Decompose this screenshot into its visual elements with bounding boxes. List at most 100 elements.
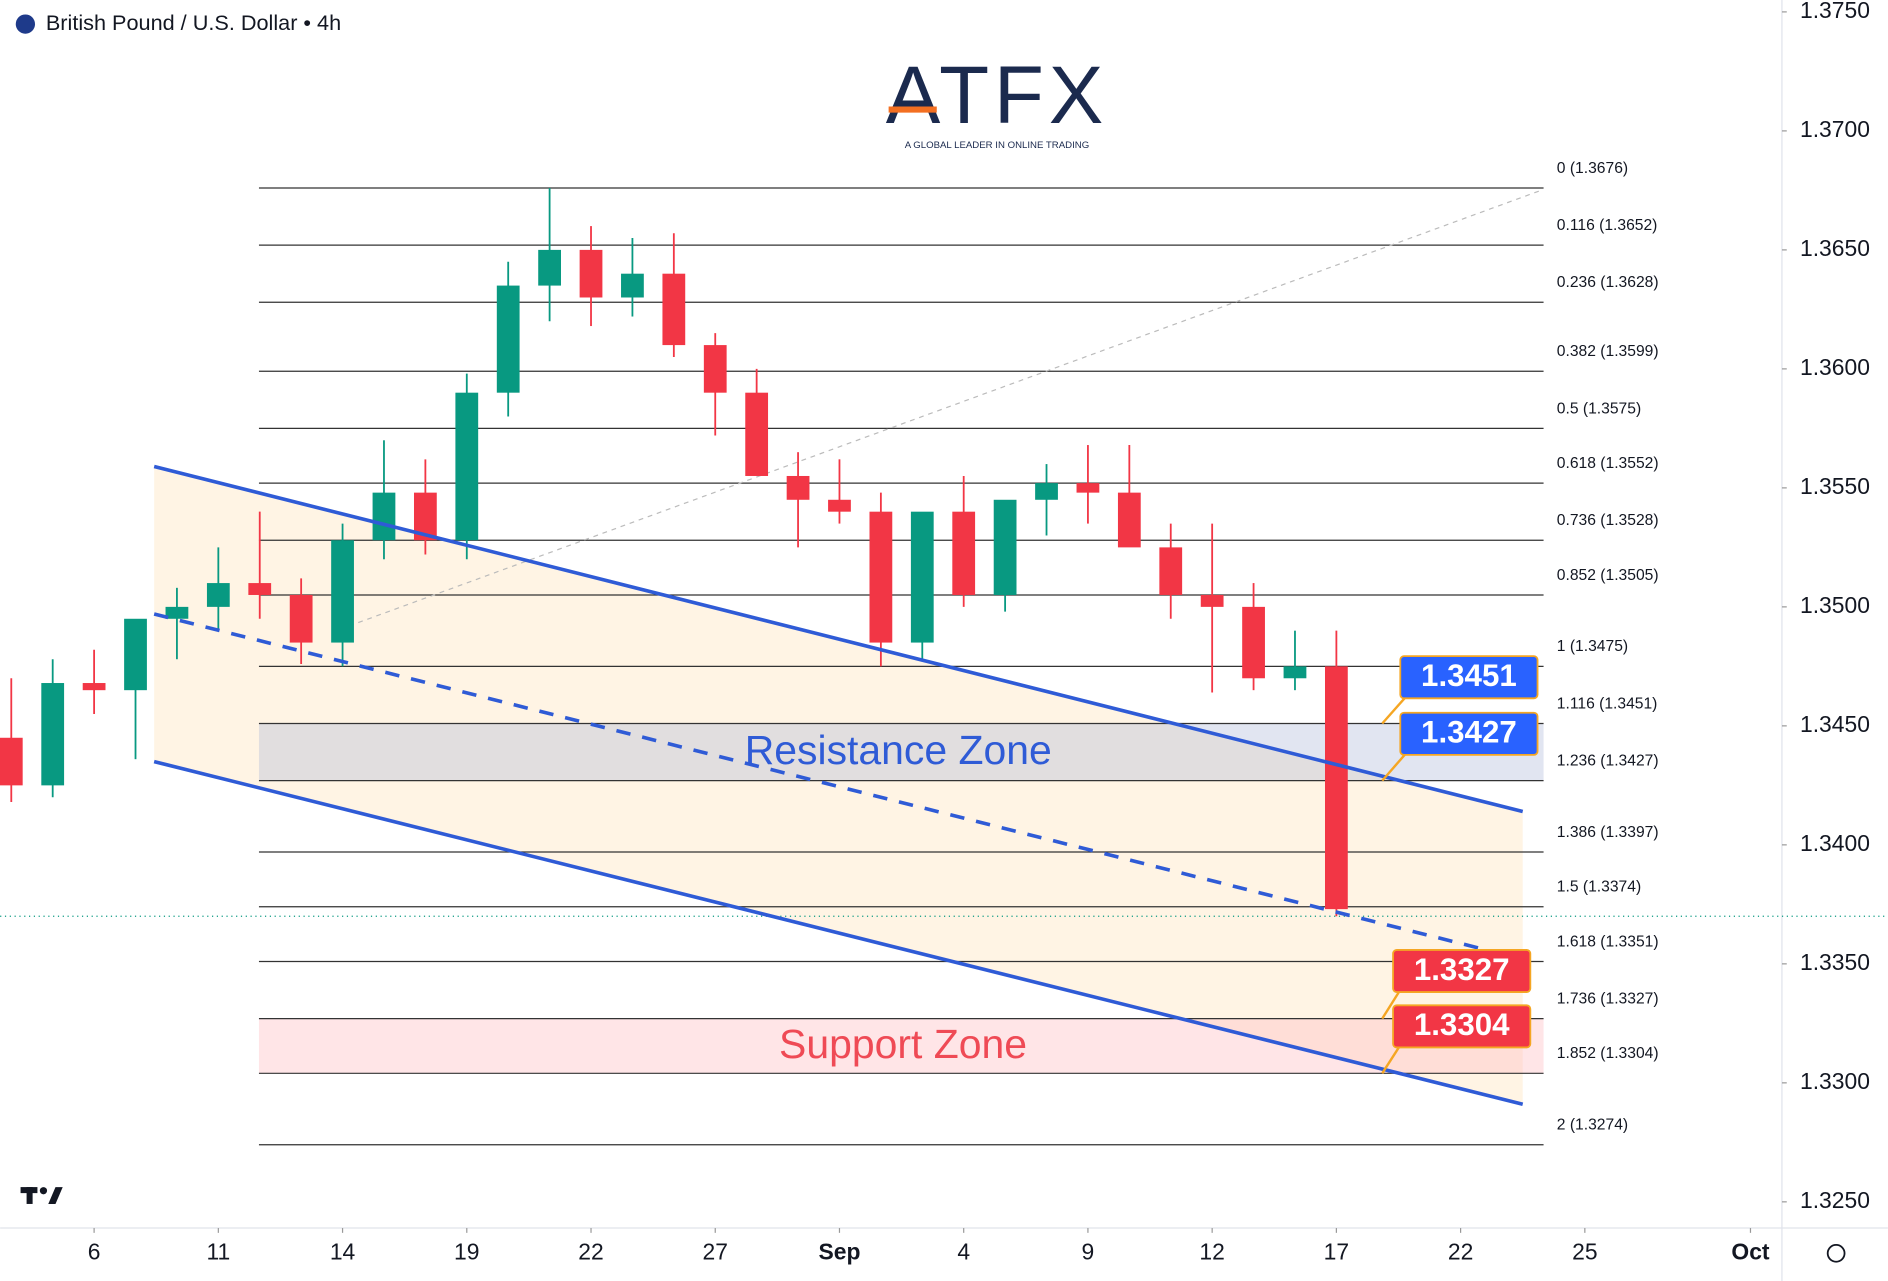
callout-box [1399, 711, 1539, 756]
y-tick-label: 1.3550 [1800, 473, 1870, 499]
x-tick-label: Oct [1731, 1238, 1769, 1264]
fib-label: 1.618 (1.3351) [1557, 933, 1659, 950]
candle-body [1242, 606, 1265, 679]
x-tick-label: 4 [957, 1238, 970, 1264]
y-tick-label: 1.3250 [1800, 1187, 1870, 1213]
callout-label: 1.3427 [1421, 715, 1517, 750]
x-tick-label: 14 [330, 1238, 356, 1264]
x-tick-label: 22 [1448, 1238, 1473, 1264]
fib-label: 1.736 (1.3327) [1557, 990, 1659, 1007]
y-tick-label: 1.3650 [1800, 235, 1870, 261]
candle-body [1324, 666, 1348, 910]
callout-label: 1.3304 [1414, 1007, 1510, 1042]
candle-body [869, 511, 893, 643]
candle-body [41, 683, 65, 786]
y-tick-label: 1.3300 [1800, 1068, 1870, 1094]
x-tick-label: 6 [88, 1238, 101, 1264]
candle-body [828, 499, 851, 512]
fib-label: 0.236 (1.3628) [1557, 274, 1659, 291]
y-tick-label: 1.3450 [1800, 711, 1870, 737]
y-tick-label: 1.3600 [1800, 354, 1870, 380]
zone [258, 1018, 1544, 1074]
y-tick-label: 1.3400 [1800, 830, 1870, 856]
fib-label: 1.852 (1.3304) [1557, 1045, 1659, 1062]
fib-label: 1.116 (1.3451) [1557, 695, 1658, 712]
tv-logo [20, 1187, 63, 1204]
candle-body [124, 618, 147, 691]
x-tick-label: 22 [578, 1238, 603, 1264]
candle-body [703, 345, 727, 393]
candle-body [952, 511, 976, 595]
x-tick-label: 19 [454, 1238, 479, 1264]
callout-label: 1.3451 [1421, 658, 1517, 693]
candle-body [1035, 483, 1058, 500]
channel-line [153, 464, 1524, 814]
candle-body [372, 492, 396, 541]
candle-body [1283, 666, 1307, 679]
candle-body [331, 540, 354, 643]
fib-label: 1.236 (1.3427) [1557, 752, 1659, 769]
candle-body [82, 683, 106, 691]
y-tick-label: 1.3700 [1800, 116, 1870, 142]
fib-label: 0.382 (1.3599) [1557, 343, 1659, 360]
candle-body [0, 737, 23, 786]
callout-label: 1.3327 [1414, 952, 1510, 987]
fib-label: 1.386 (1.3397) [1557, 824, 1659, 841]
candle-body [1117, 492, 1141, 548]
fib-label: 0.116 (1.3652) [1557, 217, 1658, 234]
fib-label: 2 (1.3274) [1557, 1117, 1628, 1134]
fib-label: 1.5 (1.3374) [1557, 879, 1641, 896]
x-tick-label: Sep [819, 1238, 861, 1264]
candle-body [206, 583, 230, 607]
candle-body [1076, 483, 1100, 493]
fib-label: 0.736 (1.3528) [1557, 512, 1659, 529]
flag-icon [15, 14, 36, 34]
candle-body [538, 249, 561, 286]
candle-body [662, 273, 686, 346]
channel-fill [154, 466, 1523, 1105]
fib-label: 0 (1.3676) [1557, 160, 1628, 177]
x-tick-label: 9 [1082, 1238, 1095, 1264]
candle-body [579, 249, 603, 298]
logo-tagline: A GLOBAL LEADER IN ONLINE TRADING [905, 140, 1090, 151]
x-tick-label: 11 [206, 1238, 230, 1264]
y-tick-label: 1.3500 [1800, 592, 1870, 618]
symbol-title: British Pound / U.S. Dollar • 4h [46, 10, 341, 35]
zone-label: Resistance Zone [745, 727, 1052, 773]
candle-body [1200, 594, 1224, 607]
x-tick-label: 17 [1324, 1238, 1349, 1264]
fib-label: 0.852 (1.3505) [1557, 567, 1659, 584]
candle-body [496, 285, 520, 393]
y-tick-label: 1.3350 [1800, 949, 1870, 975]
channel-line [153, 759, 1524, 1107]
logo: ATFX [886, 50, 1108, 141]
callout-box [1399, 655, 1539, 700]
candle-body [413, 492, 437, 541]
candle-body [910, 511, 934, 643]
x-tick-label: 12 [1199, 1238, 1224, 1264]
fib-label: 1 (1.3475) [1557, 638, 1628, 655]
channel-line [153, 612, 1524, 961]
fib-label: 0.618 (1.3552) [1557, 455, 1659, 472]
candle-body [1159, 547, 1183, 595]
candle-body [621, 273, 644, 298]
zone-label: Support Zone [779, 1021, 1027, 1067]
candle-body [289, 594, 313, 643]
candle-body [745, 392, 769, 476]
candle-body [786, 475, 810, 500]
candle-body [248, 583, 272, 595]
candle-body [993, 499, 1017, 595]
y-tick-label: 1.3750 [1800, 0, 1870, 23]
settings-icon[interactable] [1826, 1243, 1846, 1263]
x-tick-label: 27 [703, 1238, 728, 1264]
x-tick-label: 25 [1572, 1238, 1597, 1264]
fib-label: 0.5 (1.3575) [1557, 400, 1641, 417]
candle-body [165, 606, 189, 619]
callout-box [1392, 1004, 1532, 1049]
candle-body [455, 392, 479, 541]
callout-box [1392, 949, 1532, 993]
